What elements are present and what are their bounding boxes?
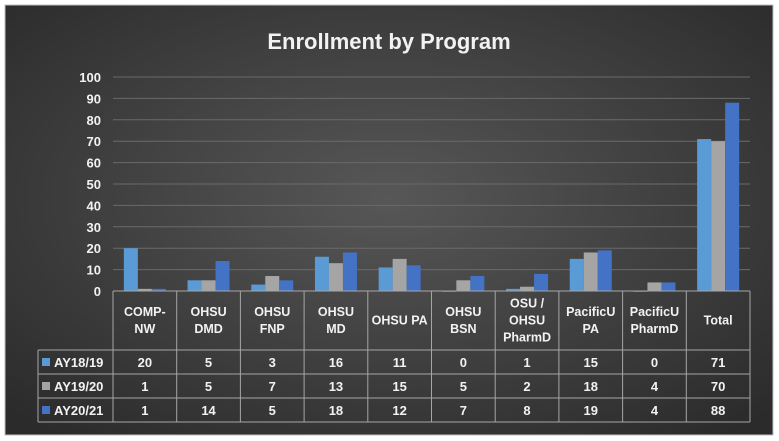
- y-tick-label: 0: [94, 284, 101, 299]
- y-tick-label: 20: [87, 241, 101, 256]
- data-label: 1: [523, 355, 530, 370]
- data-label: 8: [523, 403, 530, 418]
- category-label: NW: [134, 322, 155, 336]
- data-label: 18: [584, 379, 598, 394]
- bar-AY18-19-4: [378, 267, 393, 291]
- y-tick-label: 70: [87, 134, 101, 149]
- bar-AY18-19-9: [697, 139, 712, 291]
- category-label: PA: [583, 322, 599, 336]
- legend-swatch: [42, 382, 50, 390]
- data-label: 13: [329, 379, 343, 394]
- data-label: 14: [201, 403, 216, 418]
- y-tick-label: 90: [87, 91, 101, 106]
- bar-AY20-21-1: [215, 261, 230, 291]
- bar-AY20-21-4: [406, 265, 421, 291]
- y-tick-label: 10: [87, 263, 101, 278]
- data-label: 1: [141, 379, 148, 394]
- category-label: MD: [326, 322, 345, 336]
- data-label: 7: [460, 403, 467, 418]
- bar-AY19-20-2: [265, 276, 280, 291]
- bar-AY18-19-3: [314, 256, 329, 291]
- category-label: OHSU PA: [372, 314, 428, 328]
- bar-AY19-20-7: [583, 252, 598, 291]
- data-label: 19: [584, 403, 598, 418]
- data-label: 11: [393, 355, 407, 370]
- legend-label: AY19/20: [54, 379, 103, 394]
- bar-AY20-21-6: [534, 273, 549, 291]
- bar-AY19-20-8: [647, 282, 662, 291]
- data-label: 18: [329, 403, 343, 418]
- category-label: OHSU: [445, 305, 481, 319]
- bar-AY19-20-4: [392, 258, 407, 291]
- category-label: FNP: [260, 322, 285, 336]
- category-label: Total: [704, 314, 733, 328]
- data-label: 5: [460, 379, 467, 394]
- data-label: 15: [584, 355, 598, 370]
- legend-swatch: [42, 358, 50, 366]
- bar-AY18-19-6: [506, 288, 521, 291]
- data-label: 20: [138, 355, 152, 370]
- data-label: 12: [392, 403, 406, 418]
- category-label: BSN: [450, 322, 476, 336]
- bar-AY18-19-0: [123, 248, 138, 291]
- y-tick-label: 80: [87, 113, 101, 128]
- data-label: 7: [269, 379, 276, 394]
- data-label: 88: [711, 403, 725, 418]
- bar-AY20-21-0: [151, 288, 166, 291]
- data-label: 5: [205, 379, 212, 394]
- bar-AY20-21-9: [725, 102, 740, 292]
- bar-AY19-20-9: [711, 141, 726, 291]
- category-label: OHSU: [318, 305, 354, 319]
- bar-AY20-21-5: [470, 276, 485, 291]
- data-label: 5: [269, 403, 276, 418]
- y-tick-label: 100: [79, 70, 101, 85]
- chart-title: Enrollment by Program: [267, 29, 510, 54]
- category-label: PacificU: [566, 305, 615, 319]
- category-label: OHSU: [190, 305, 226, 319]
- data-label: 16: [329, 355, 343, 370]
- category-label: OHSU: [509, 314, 545, 328]
- category-label: PharmD: [630, 322, 678, 336]
- data-label: 4: [651, 379, 659, 394]
- category-label: DMD: [194, 322, 222, 336]
- data-label: 71: [711, 355, 725, 370]
- bar-AY19-20-3: [328, 263, 343, 291]
- category-label: OHSU: [254, 305, 290, 319]
- y-tick-label: 30: [87, 220, 101, 235]
- legend-label: AY18/19: [54, 355, 103, 370]
- bar-AY18-19-7: [569, 258, 584, 291]
- bar-AY20-21-2: [279, 280, 294, 291]
- y-tick-label: 50: [87, 177, 101, 192]
- bar-AY19-20-0: [137, 288, 152, 291]
- category-label: OSU /: [510, 297, 545, 311]
- bar-AY20-21-8: [661, 282, 676, 291]
- bar-AY18-19-1: [187, 280, 202, 291]
- data-label: 0: [651, 355, 658, 370]
- chart-background: [4, 4, 774, 436]
- legend-swatch: [42, 406, 50, 414]
- data-label: 70: [711, 379, 725, 394]
- bar-AY19-20-1: [201, 280, 216, 291]
- bar-AY19-20-5: [456, 280, 471, 291]
- category-label: PacificU: [630, 305, 679, 319]
- data-label: 5: [205, 355, 212, 370]
- data-label: 2: [523, 379, 530, 394]
- y-tick-label: 40: [87, 198, 101, 213]
- bar-AY20-21-3: [342, 252, 357, 291]
- bar-AY19-20-6: [520, 286, 535, 291]
- data-label: 4: [651, 403, 659, 418]
- category-label: COMP-: [124, 305, 166, 319]
- data-label: 15: [392, 379, 406, 394]
- legend-label: AY20/21: [54, 403, 103, 418]
- data-label: 0: [460, 355, 467, 370]
- data-label: 1: [141, 403, 148, 418]
- y-tick-label: 60: [87, 156, 101, 171]
- category-label: PharmD: [503, 331, 551, 345]
- bar-AY18-19-2: [251, 284, 266, 291]
- bar-AY20-21-7: [597, 250, 612, 291]
- data-label: 3: [269, 355, 276, 370]
